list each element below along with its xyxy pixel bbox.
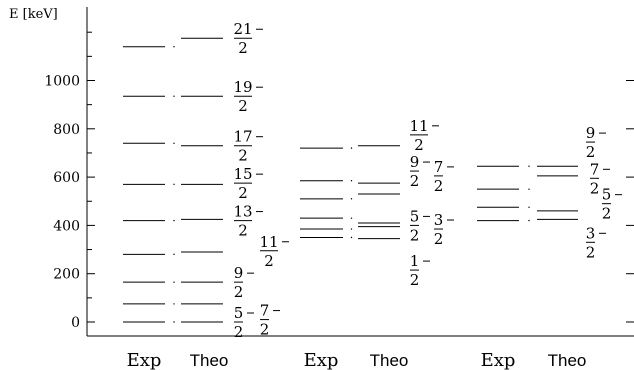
spin-label: 52	[410, 207, 430, 244]
spin-label: 172	[233, 128, 263, 165]
spin-numerator: 5	[234, 304, 244, 322]
spin-label: 52	[234, 304, 254, 341]
y-tick-label: 200	[53, 267, 80, 283]
spin-numerator: 1	[410, 252, 420, 270]
spin-label: 72	[434, 158, 454, 195]
connector-dot	[173, 183, 175, 186]
spin-numerator: 17	[233, 128, 252, 146]
exp-column-label: Exp	[304, 350, 339, 370]
connector-dot	[173, 281, 175, 283]
spin-numerator: 7	[590, 160, 600, 178]
spin-numerator: 19	[233, 78, 252, 96]
spin-label: 92	[234, 264, 254, 301]
connector-dot	[173, 45, 175, 48]
spin-denominator: 2	[238, 147, 248, 165]
spin-label: 92	[586, 124, 606, 161]
spin-numerator: 7	[260, 302, 270, 320]
spin-denominator: 2	[586, 143, 596, 161]
spin-denominator: 2	[410, 172, 420, 190]
spin-denominator: 2	[238, 222, 248, 240]
spin-denominator: 2	[234, 323, 244, 341]
theo-column-label: Theo	[548, 351, 587, 370]
connector-dot	[350, 228, 353, 230]
connector-dot	[350, 198, 353, 200]
spin-numerator: 9	[586, 124, 596, 142]
spin-label: 152	[233, 165, 263, 202]
spin-label: 92	[410, 153, 430, 190]
connector-dot	[173, 219, 175, 222]
energy-axis-label: E [keV]	[9, 7, 58, 22]
spin-label: 32	[434, 211, 454, 248]
y-tick-label: 600	[53, 170, 80, 186]
connector-dot	[528, 188, 530, 190]
spin-numerator: 15	[233, 165, 252, 183]
spin-label: 132	[233, 203, 263, 240]
spin-label: 12	[410, 252, 430, 289]
spin-denominator: 2	[234, 283, 244, 301]
spin-numerator: 9	[410, 153, 420, 171]
connector-dot	[528, 219, 530, 222]
connector-dot	[173, 321, 175, 323]
spin-denominator: 2	[586, 243, 596, 261]
connector-dot	[173, 303, 175, 305]
spin-label: 32	[586, 224, 606, 261]
spin-denominator: 2	[260, 321, 270, 339]
spin-denominator: 2	[602, 205, 612, 223]
spin-denominator: 2	[414, 136, 424, 154]
spin-denominator: 2	[264, 252, 274, 270]
spin-denominator: 2	[434, 230, 444, 248]
connector-dot	[350, 180, 353, 182]
y-tick-label: 400	[53, 218, 80, 234]
spin-numerator: 21	[233, 20, 252, 38]
connector-dot	[173, 95, 175, 97]
spin-denominator: 2	[410, 271, 420, 289]
connector-dot	[528, 165, 530, 167]
spin-denominator: 2	[238, 39, 248, 57]
connector-dot	[528, 206, 530, 208]
theo-column-label: Theo	[370, 351, 409, 370]
spin-numerator: 3	[586, 224, 596, 242]
y-tick-label: 800	[53, 122, 80, 138]
spin-denominator: 2	[434, 177, 444, 195]
spin-numerator: 7	[434, 158, 444, 176]
exp-column-label: Exp	[481, 350, 516, 370]
connector-dot	[173, 253, 175, 256]
y-tick-label: 1000	[44, 74, 80, 90]
spin-label: 112	[259, 233, 289, 270]
spin-label: 192	[233, 78, 263, 115]
spin-label: 52	[602, 186, 622, 223]
spin-label: 72	[260, 302, 280, 339]
spin-numerator: 11	[409, 117, 428, 135]
spin-denominator: 2	[590, 179, 600, 197]
spin-numerator: 13	[233, 203, 252, 221]
spin-denominator: 2	[410, 226, 420, 244]
spin-denominator: 2	[238, 97, 248, 115]
connector-dot	[350, 236, 353, 239]
connector-dot	[350, 147, 353, 149]
y-tick-label: 0	[71, 315, 80, 331]
spin-numerator: 11	[259, 233, 278, 251]
exp-column-label: Exp	[127, 350, 162, 370]
connector-dot	[173, 142, 175, 144]
spin-denominator: 2	[238, 184, 248, 202]
spin-label: 212	[233, 20, 263, 57]
spin-label: 72	[590, 160, 610, 197]
spin-numerator: 9	[234, 264, 244, 282]
connector-dot	[350, 217, 353, 219]
spin-numerator: 3	[434, 211, 444, 229]
spin-label: 112	[409, 117, 439, 154]
theo-column-label: Theo	[190, 351, 229, 370]
spin-numerator: 5	[602, 186, 612, 204]
spin-numerator: 5	[410, 207, 420, 225]
